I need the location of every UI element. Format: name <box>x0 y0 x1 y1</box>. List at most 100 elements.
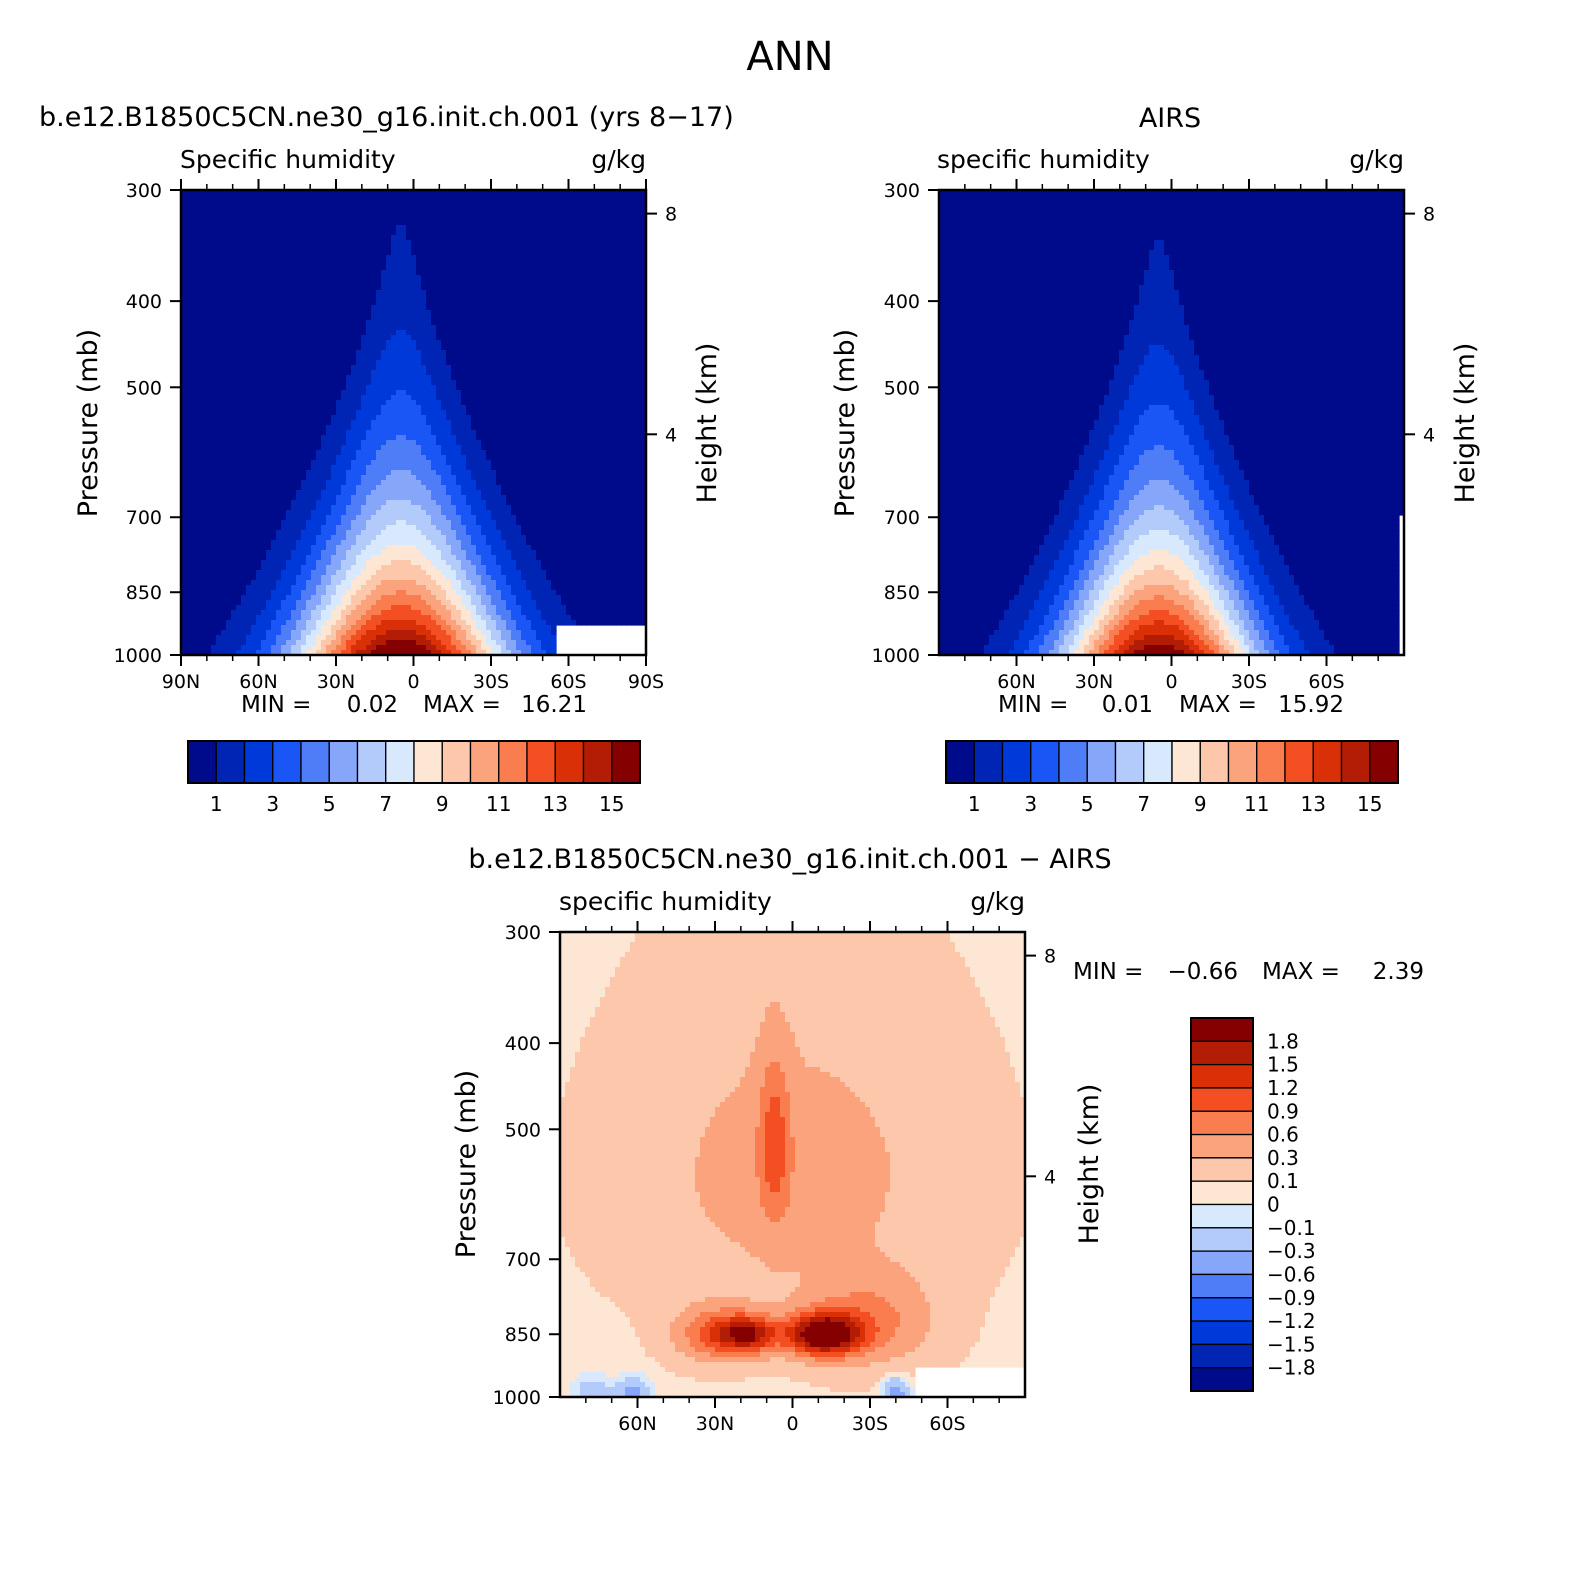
field-cell <box>271 440 277 446</box>
field-cell <box>256 415 262 421</box>
field-cell <box>296 230 302 236</box>
field-cell <box>276 315 282 321</box>
field-cell <box>416 220 422 226</box>
field-cell <box>271 415 277 421</box>
field-cell <box>216 395 222 401</box>
field-cell <box>486 450 492 456</box>
field-cell <box>571 370 577 376</box>
field-cell <box>211 205 217 211</box>
field-cell <box>321 270 327 276</box>
field-cell <box>556 420 562 426</box>
field-cell <box>581 195 587 201</box>
field-cell <box>586 355 592 361</box>
field-cell <box>616 280 622 286</box>
field-cell <box>591 295 597 301</box>
field-cell <box>521 370 527 376</box>
field-cell <box>471 320 477 326</box>
field-cell <box>486 390 492 396</box>
field-cell <box>556 300 562 306</box>
field-cell <box>441 395 447 401</box>
field-cell <box>551 275 557 281</box>
field-cell <box>211 400 217 406</box>
field-cell <box>391 345 397 351</box>
field-cell <box>456 400 462 406</box>
field-cell <box>256 435 262 441</box>
field-cell <box>301 195 307 201</box>
field-cell <box>491 355 497 361</box>
field-cell <box>376 200 382 206</box>
field-cell <box>486 345 492 351</box>
field-cell <box>216 435 222 441</box>
field-cell <box>261 310 267 316</box>
field-cell <box>496 420 502 426</box>
field-cell <box>521 340 527 346</box>
field-cell <box>211 195 217 201</box>
field-cell <box>611 230 617 236</box>
field-cell <box>471 430 477 436</box>
field-cell <box>301 285 307 291</box>
field-cell <box>556 290 562 296</box>
field-cell <box>411 425 417 431</box>
field-cell <box>391 420 397 426</box>
field-cell <box>531 260 537 266</box>
field-cell <box>276 370 282 376</box>
field-cell <box>251 335 257 341</box>
field-cell <box>516 210 522 216</box>
field-cell <box>466 275 472 281</box>
field-cell <box>276 215 282 221</box>
field-cell <box>626 250 632 256</box>
field-cell <box>206 335 212 341</box>
field-cell <box>366 370 372 376</box>
field-cell <box>636 200 642 206</box>
field-cell <box>226 395 232 401</box>
field-cell <box>271 375 277 381</box>
field-cell <box>546 325 552 331</box>
field-cell <box>216 200 222 206</box>
field-cell <box>421 335 427 341</box>
field-cell <box>446 285 452 291</box>
field-cell <box>581 295 587 301</box>
field-cell <box>326 380 332 386</box>
field-cell <box>246 250 252 256</box>
field-cell <box>631 340 637 346</box>
field-cell <box>636 380 642 386</box>
field-cell <box>466 315 472 321</box>
field-cell <box>276 320 282 326</box>
field-cell <box>591 425 597 431</box>
field-cell <box>461 325 467 331</box>
field-cell <box>196 365 202 371</box>
field-cell <box>471 235 477 241</box>
field-cell <box>276 330 282 336</box>
field-cell <box>391 360 397 366</box>
field-cell <box>456 340 462 346</box>
field-cell <box>476 280 482 286</box>
field-cell <box>631 245 637 251</box>
field-cell <box>426 195 432 201</box>
field-cell <box>486 305 492 311</box>
field-cell <box>251 210 257 216</box>
field-cell <box>501 445 507 451</box>
field-cell <box>556 195 562 201</box>
field-cell <box>551 400 557 406</box>
field-cell <box>531 360 537 366</box>
field-cell <box>626 370 632 376</box>
field-cell <box>351 295 357 301</box>
field-cell <box>356 380 362 386</box>
field-cell <box>416 280 422 286</box>
field-cell <box>376 205 382 211</box>
field-cell <box>391 385 397 391</box>
field-cell <box>611 400 617 406</box>
field-cell <box>341 415 347 421</box>
field-cell <box>631 350 637 356</box>
field-cell <box>286 420 292 426</box>
field-cell <box>186 285 192 291</box>
field-cell <box>326 210 332 216</box>
field-cell <box>546 385 552 391</box>
field-cell <box>311 410 317 416</box>
field-cell <box>256 395 262 401</box>
field-cell <box>206 340 212 346</box>
field-cell <box>466 360 472 366</box>
field-cell <box>401 435 407 441</box>
field-cell <box>341 445 347 451</box>
field-cell <box>626 335 632 341</box>
